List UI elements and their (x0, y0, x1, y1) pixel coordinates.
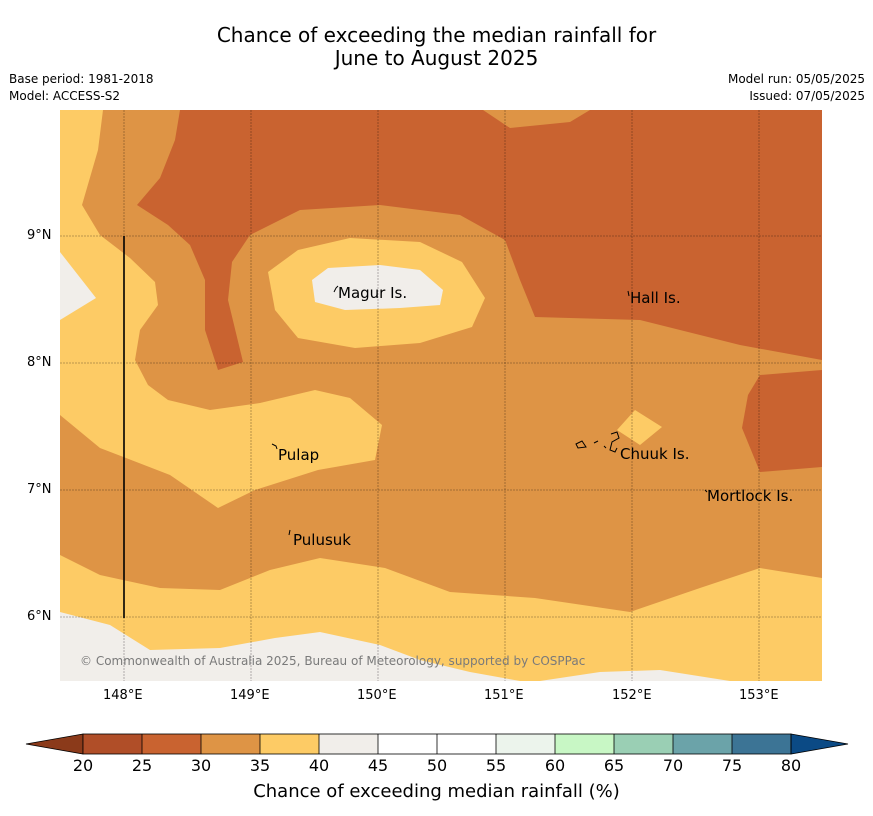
x-tick-152e: 152°E (612, 688, 652, 703)
label-pulusuk: Pulusuk (293, 531, 351, 549)
issued-date: Issued: 07/05/2025 (749, 89, 865, 103)
colorbar-bin-45-50 (378, 734, 437, 754)
colorbar-tick-65: 65 (603, 756, 625, 775)
zone-35-40-west (60, 110, 382, 508)
colorbar-bin-40-45 (319, 734, 378, 754)
colorbar-bin-65-70 (614, 734, 673, 754)
colorbar-arrow-low (25, 733, 84, 755)
zone-35-40-chuuk (617, 410, 662, 445)
colorbar-bin-25-30 (142, 734, 201, 754)
label-pulap: Pulap (278, 446, 319, 464)
zone-40-45-magur (312, 265, 443, 310)
x-tick-148e: 148°E (103, 688, 143, 703)
zone-25-30-north (137, 110, 822, 370)
x-tick-149e: 149°E (230, 688, 270, 703)
colorbar-tick-40: 40 (308, 756, 330, 775)
colorbar (25, 733, 849, 755)
model-run: Model run: 05/05/2025 (727, 72, 865, 86)
colorbar-bin-35-40 (260, 734, 319, 754)
colorbar-tick-60: 60 (544, 756, 566, 775)
rainfall-map: Magur Is. Hall Is. Pulap Chuuk Is. Mortl… (60, 110, 822, 681)
label-magur: Magur Is. (338, 284, 407, 302)
colorbar-tick-20: 20 (72, 756, 94, 775)
colorbar-tick-75: 75 (721, 756, 743, 775)
zone-40-45-west (60, 252, 96, 320)
label-hall: Hall Is. (630, 289, 681, 307)
colorbar-tick-30: 30 (190, 756, 212, 775)
colorbar-arrow-high (790, 733, 849, 755)
colorbar-bin-50-55 (437, 734, 496, 754)
label-mortlock: Mortlock Is. (707, 487, 793, 505)
base-period: Base period: 1981-2018 (9, 72, 154, 86)
colorbar-label: Chance of exceeding median rainfall (%) (253, 781, 620, 802)
zone-25-30-east (742, 370, 822, 472)
zone-40-45-southwest (60, 612, 520, 681)
y-tick-7n: 7°N (27, 482, 52, 497)
title-line-1: Chance of exceeding the median rainfall … (216, 23, 657, 47)
colorbar-bin-20-25 (83, 734, 142, 754)
colorbar-tick-25: 25 (131, 756, 153, 775)
colorbar-bin-60-65 (555, 734, 614, 754)
colorbar-bin-75-80 (732, 734, 791, 754)
y-tick-9n: 9°N (27, 228, 52, 243)
colorbar-tick-70: 70 (662, 756, 684, 775)
colorbar-tick-80: 80 (780, 756, 802, 775)
colorbar-tick-35: 35 (249, 756, 271, 775)
colorbar-bin-30-35 (201, 734, 260, 754)
y-tick-6n: 6°N (27, 609, 52, 624)
x-tick-150e: 150°E (357, 688, 397, 703)
label-chuuk: Chuuk Is. (620, 445, 689, 463)
x-tick-151e: 151°E (484, 688, 524, 703)
title-line-2: June to August 2025 (334, 46, 539, 70)
colorbar-bin-70-75 (673, 734, 732, 754)
x-tick-153e: 153°E (739, 688, 779, 703)
colorbar-tick-55: 55 (485, 756, 507, 775)
colorbar-tick-45: 45 (367, 756, 389, 775)
model-name: Model: ACCESS-S2 (9, 89, 121, 103)
colorbar-tick-50: 50 (426, 756, 448, 775)
copyright-text: © Commonwealth of Australia 2025, Bureau… (80, 654, 585, 668)
zone-40-45-southeast (540, 670, 730, 681)
y-tick-8n: 8°N (27, 355, 52, 370)
colorbar-bin-55-60 (496, 734, 555, 754)
island-outlines (271, 285, 708, 536)
